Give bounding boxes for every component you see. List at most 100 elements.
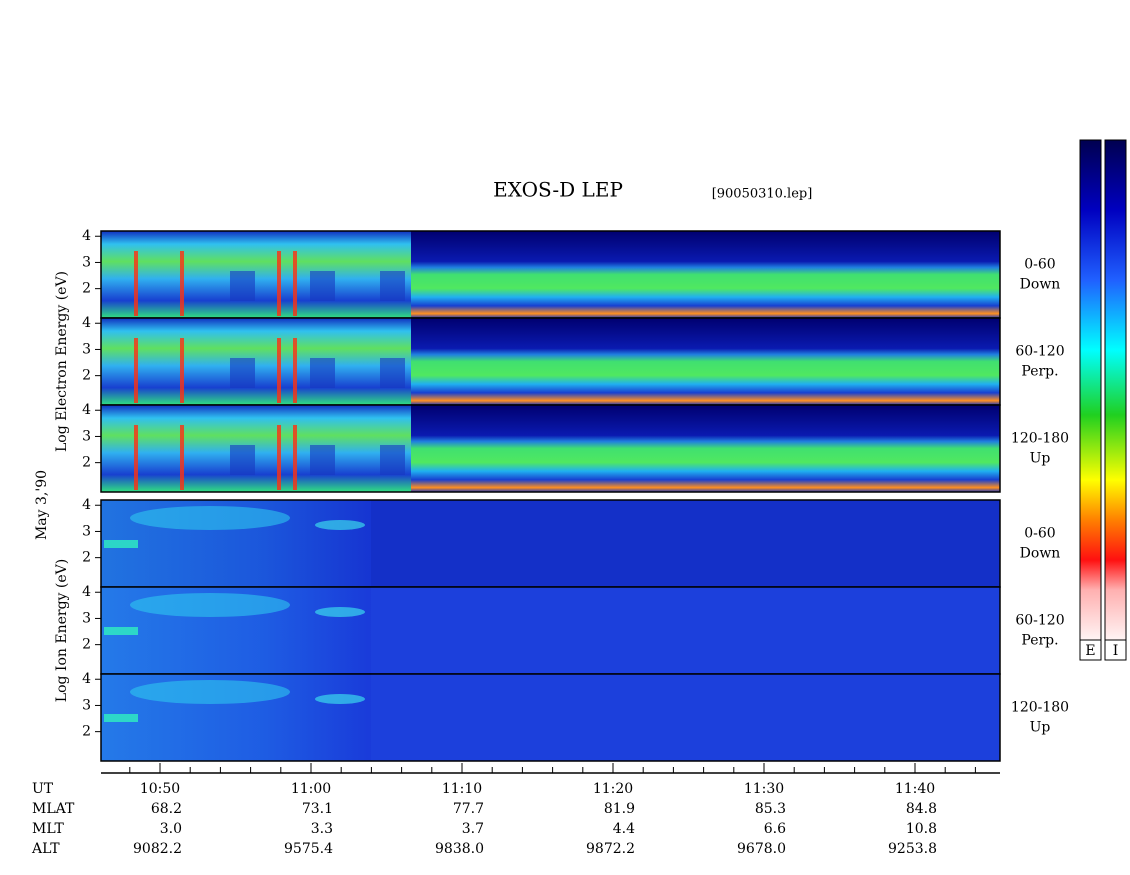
panel-label: Down [1020,277,1061,293]
y-tick-label: 3 [82,697,91,713]
spectrogram-burst [134,338,138,403]
spectrogram-dark [380,445,405,475]
row-value: 4.4 [613,821,635,837]
spectrogram-blob [130,593,290,617]
row-value: 73.1 [302,801,333,817]
color-bar-label: I [1113,643,1119,659]
x-tick-label: 11:40 [895,781,935,797]
y-axis-label: Log Ion Energy (eV) [54,559,70,702]
spectrogram-dark [230,358,255,388]
spectrogram-burst [134,425,138,490]
y-tick-label: 4 [82,497,91,513]
y-axis-label: Log Electron Energy (eV) [54,271,70,452]
row-name: MLAT [32,801,75,817]
spectrogram-burst [180,425,184,490]
spectrogram-dark [230,445,255,475]
x-tick-label: 11:00 [291,781,331,797]
spectrogram [411,405,1000,492]
row-value: 68.2 [151,801,182,817]
panel-label: 0-60 [1024,257,1055,273]
row-name: UT [32,781,54,797]
spectrogram-dark [310,271,335,301]
spectrogram-blob [104,627,138,635]
row-value: 84.8 [906,801,937,817]
spectrogram [101,231,411,318]
y-tick-label: 4 [82,584,91,600]
y-tick-label: 2 [82,637,91,653]
y-tick-label: 2 [82,724,91,740]
y-tick-label: 3 [82,341,91,357]
y-tick-label: 4 [82,671,91,687]
panel-frame [100,673,1001,762]
color-bar-label-box [1104,639,1127,661]
spectrogram-burst [180,338,184,403]
row-value: 10.8 [906,821,937,837]
row-value: 9575.4 [284,841,333,857]
row-value: 9082.2 [133,841,182,857]
row-value: 6.6 [764,821,786,837]
y-tick-label: 3 [82,610,91,626]
spectrogram-blob [104,540,138,548]
spectrogram-dark [230,271,255,301]
row-value: 3.7 [462,821,484,837]
spectrogram-burst [180,251,184,316]
spectrogram-dark [380,358,405,388]
row-value: 9872.2 [586,841,635,857]
spectrogram-dark [310,445,335,475]
spectrogram-burst [277,251,281,316]
color-bar-label: E [1085,643,1095,659]
spectrogram-dark [380,271,405,301]
spectrogram-blob [130,680,290,704]
y-tick-label: 2 [82,281,91,297]
row-value: 77.7 [453,801,484,817]
y-tick-label: 3 [82,523,91,539]
spectrogram-burst [293,425,297,490]
panel-label: 120-180 [1011,700,1069,716]
spectrogram-blob [315,520,365,530]
y-tick-label: 4 [82,402,91,418]
x-tick-label: 11:30 [744,781,784,797]
spectrogram-blob [315,607,365,617]
date-label: May 3,'90 [34,470,50,540]
spectrogram [411,231,1000,318]
color-bar-label-box [1079,639,1102,661]
row-value: 9253.8 [888,841,937,857]
color-bar [1079,139,1102,641]
spectrogram [101,405,411,492]
file-name: [90050310.lep] [712,187,813,202]
panel-label: 120-180 [1011,431,1069,447]
row-value: 9838.0 [435,841,484,857]
spectrogram-burst [293,251,297,316]
spectrogram-burst [277,338,281,403]
spectrogram-blob [315,694,365,704]
x-tick-label: 11:10 [442,781,482,797]
y-tick-label: 2 [82,550,91,566]
spectrogram [101,318,411,405]
x-tick-label: 10:50 [140,781,180,797]
y-tick-label: 3 [82,254,91,270]
spectrogram-burst [277,425,281,490]
panel-label: Perp. [1021,364,1058,380]
panel-label: Up [1030,720,1051,736]
panel-label: Down [1020,546,1061,562]
y-tick-label: 3 [82,428,91,444]
spectrogram-blob [130,506,290,530]
x-tick-label: 11:20 [593,781,633,797]
spectrogram-dark [310,358,335,388]
panel-label: Perp. [1021,633,1058,649]
y-tick-label: 2 [82,455,91,471]
y-tick-label: 4 [82,315,91,331]
panel-label: 0-60 [1024,526,1055,542]
panel-label: 60-120 [1015,613,1064,629]
spectrogram [411,318,1000,405]
row-value: 3.3 [311,821,333,837]
color-bar [1104,139,1127,641]
panel-label: 60-120 [1015,344,1064,360]
panel-label: Up [1030,451,1051,467]
panel-frame [100,404,1001,493]
row-value: 9678.0 [737,841,786,857]
spectrogram-blob [104,714,138,722]
y-tick-label: 2 [82,368,91,384]
y-tick-label: 4 [82,228,91,244]
spectrogram-burst [293,338,297,403]
